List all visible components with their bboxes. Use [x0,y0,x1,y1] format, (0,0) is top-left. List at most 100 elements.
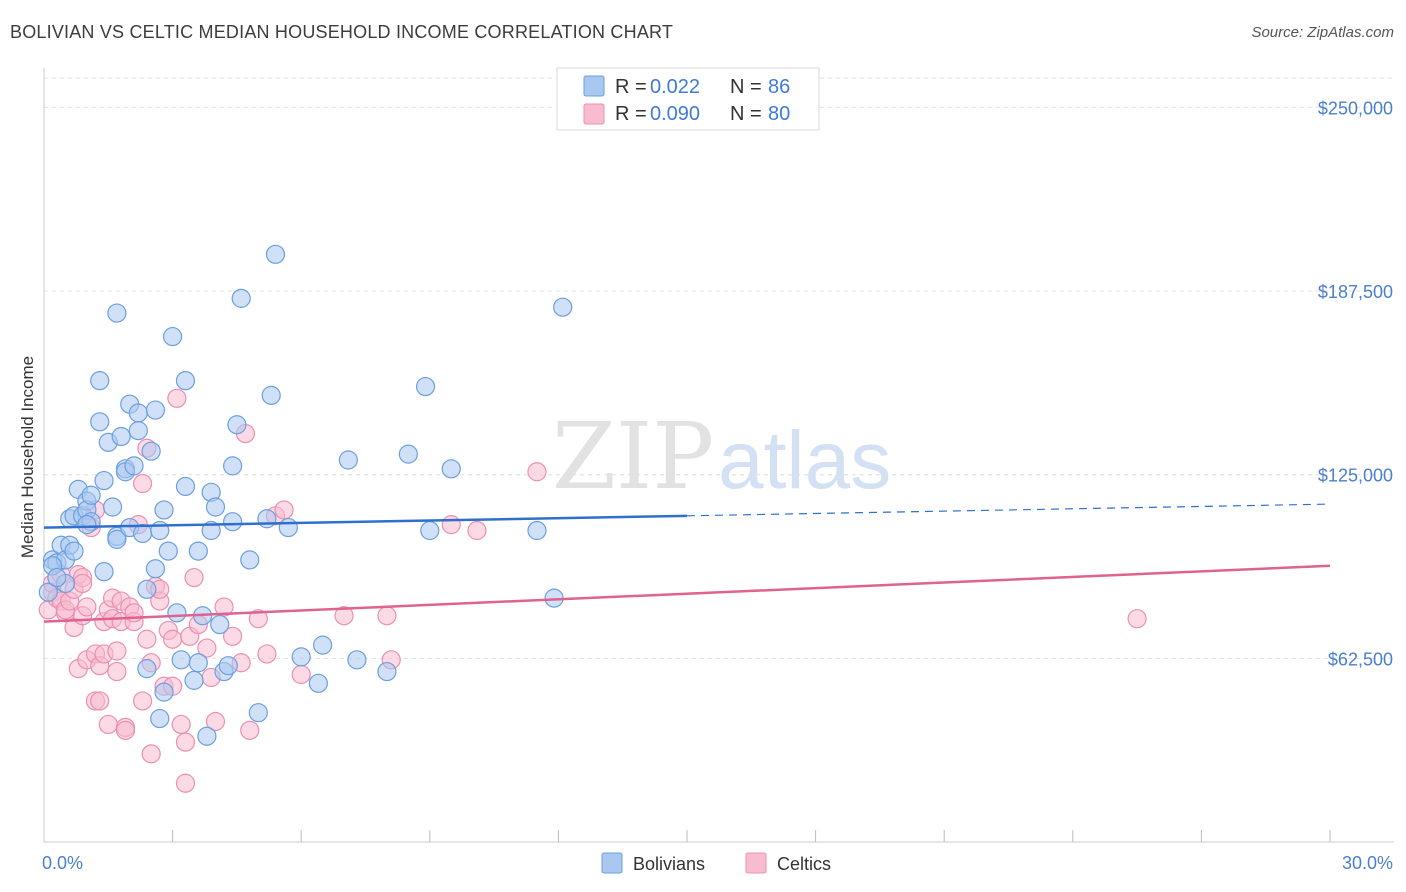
bolivian-point-49 [188,541,208,561]
bolivian-point-54 [205,497,226,517]
bolivian-point-33 [137,659,157,679]
celtic-point-71 [467,520,487,541]
legend-r-value-2: 0.090 [650,103,700,125]
bolivian-point-31 [128,403,148,423]
bolivian-point-78 [527,520,547,541]
watermark-zip: ZIP [552,403,714,510]
bolivian-point-71 [338,450,358,470]
y-tick-label-3: $250,000 [1318,98,1393,118]
bolivian-point-65 [261,385,281,405]
bolivian-point-68 [291,647,311,667]
legend-r-label-1: R = [615,76,647,98]
bolivian-point-53 [201,520,221,541]
celtic-point-59 [223,626,243,646]
bolivian-point-64 [257,509,277,529]
axes [43,68,1394,843]
bolivian-point-74 [398,444,418,464]
x-tick-label-0: 0.0% [42,853,83,873]
chart-title: BOLIVIAN VS CELTIC MEDIAN HOUSEHOLD INCO… [10,22,674,42]
bolivian-point-72 [347,650,367,670]
bolivian-point-76 [420,520,440,541]
legend-swatch-bolivians [583,75,605,97]
celtic-point-15 [77,597,97,617]
celtic-point-21 [90,691,110,711]
bolivian-point-66 [265,244,286,264]
series-legend: Bolivians Celtics [601,852,831,874]
bolivian-point-85 [188,653,208,673]
bolivian-point-75 [415,376,436,397]
celtic-point-48 [163,629,183,649]
celtic-point-53 [184,567,204,588]
trendlines [43,503,1331,623]
bolivian-point-57 [218,656,238,676]
bolivian-point-62 [240,550,260,570]
celtic-point-78 [175,732,196,752]
legend-r-value-1: 0.022 [650,76,700,98]
bolivian-point-23 [107,529,127,549]
bolivian-point-13 [81,485,101,505]
bolivian-point-29 [124,456,144,476]
bolivian-point-15 [90,371,110,391]
bolivian-point-84 [77,515,97,535]
celtic-point-57 [205,711,226,732]
bottom-legend-celtics: Celtics [777,854,831,874]
bolivian-point-60 [227,415,247,435]
celtic-point-77 [107,661,127,682]
source-label: Source: ZipAtlas.com [1251,24,1394,41]
watermark-atlas: atlas [718,415,891,506]
celtic-point-66 [291,664,311,685]
legend-r-label-2: R = [615,103,647,125]
bolivian-point-32 [132,523,153,544]
bottom-legend-swatch-bolivians [601,852,623,874]
celtics-trendline [43,564,1331,623]
bolivian-point-41 [154,500,174,520]
legend-n-label-2: N = [730,103,762,125]
bolivian-point-7 [64,541,84,561]
celtic-point-65 [274,500,294,520]
bolivian-point-61 [231,288,251,308]
celtic-point-68 [377,606,397,626]
bolivian-point-16 [90,412,110,432]
celtic-point-62 [248,609,268,629]
bolivian-point-24 [111,426,131,447]
celtic-point-63 [257,644,277,664]
bolivian-point-77 [441,459,461,479]
bolivian-point-63 [248,703,268,723]
y-tick-label-1: $125,000 [1318,466,1393,486]
celtic-point-67 [334,606,354,626]
legend-swatch-celtics [583,103,605,125]
bolivian-point-22 [107,303,127,323]
celtic-point-55 [197,638,217,658]
legend-n-value-2: 80 [768,103,790,125]
bolivian-point-40 [154,682,174,702]
bolivian-point-67 [278,517,298,538]
bolivian-point-44 [167,603,187,623]
celtic-point-72 [527,462,547,482]
bottom-legend-swatch-celtics [745,852,767,874]
bolivian-point-55 [210,614,230,635]
celtic-point-40 [141,744,161,764]
y-tick-label-2: $187,500 [1318,282,1393,302]
bolivian-point-83 [47,567,67,588]
celtic-point-32 [115,720,136,740]
celtic-point-51 [175,773,196,793]
bolivian-point-34 [137,579,157,599]
bolivian-point-51 [197,726,217,746]
tick-labels: $62,500 $125,000 $187,500 $250,000 0.0% 30.0% [42,98,1393,873]
bolivian-point-69 [308,673,328,693]
bolivians-points [38,244,573,746]
bolivian-point-42 [158,541,178,561]
bolivian-point-18 [94,470,114,491]
bolivians-trendline-extension [686,503,1331,517]
bolivian-point-17 [94,562,114,582]
celtic-point-73 [1127,609,1147,629]
celtic-point-38 [132,691,153,711]
correlation-legend: R = 0.022 N = 86 R = 0.090 N = 80 [556,67,820,131]
bolivian-point-48 [184,670,204,690]
bolivian-point-30 [128,421,148,441]
bolivian-point-38 [150,708,170,729]
bolivian-point-37 [145,559,166,579]
bolivian-point-45 [171,650,191,670]
celtic-point-70 [441,515,461,535]
